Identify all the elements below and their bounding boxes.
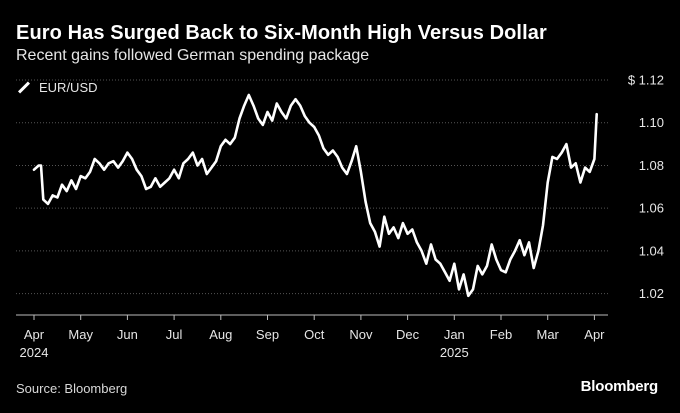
x-tick-label: Feb: [490, 327, 512, 342]
x-tick-label: Nov: [349, 327, 373, 342]
x-axis: Apr 2024 May Jun Jul Aug Sep Oct Nov Dec Jan 2025 Fe…: [16, 314, 608, 360]
x-tick-label: May: [68, 327, 93, 342]
x-tick-label: Sep: [256, 327, 279, 342]
x-tick-year-label: 2025: [440, 345, 469, 360]
y-tick-label: 1.04: [639, 243, 664, 258]
y-axis: $ 1.12 1.10 1.08 1.06 1.04 1.02: [628, 73, 664, 302]
source-note: Source: Bloomberg: [16, 381, 128, 396]
y-tick-label: 1.10: [639, 115, 664, 130]
legend: EUR/USD: [16, 79, 98, 95]
y-tick-label: 1.02: [639, 286, 664, 301]
chart-title: Euro Has Surged Back to Six-Month High V…: [16, 22, 547, 44]
y-tick-label: 1.06: [639, 201, 664, 216]
x-tick-label: Jul: [166, 327, 183, 342]
x-tick-label: Oct: [304, 327, 325, 342]
gridlines: [16, 79, 608, 295]
y-tick-label: $ 1.12: [628, 73, 664, 88]
bloomberg-logo: Bloomberg: [580, 378, 659, 395]
series-line-eurusd: [32, 93, 599, 298]
x-tick-label: Jan: [444, 327, 465, 342]
series-group: [32, 93, 599, 298]
x-tick-year-label: 2024: [20, 345, 49, 360]
x-tick-label: Mar: [537, 327, 560, 342]
x-tick-label: Aug: [209, 327, 232, 342]
legend-label: EUR/USD: [39, 79, 98, 95]
x-tick-label: Dec: [396, 327, 420, 342]
y-tick-label: 1.08: [639, 158, 664, 173]
x-tick-label: Jun: [117, 327, 138, 342]
chart-subtitle: Recent gains followed German spending pa…: [16, 47, 370, 64]
x-tick-label: Apr: [584, 327, 605, 342]
x-tick-label: Apr: [24, 327, 45, 342]
